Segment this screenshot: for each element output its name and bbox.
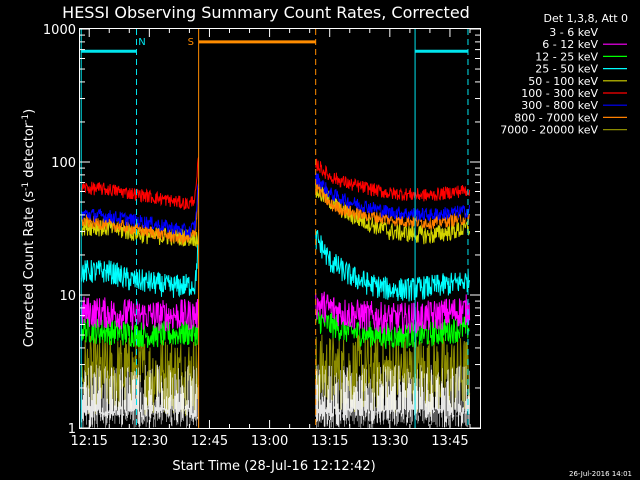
legend-label-6: 100 - 300 keV bbox=[521, 87, 598, 100]
x-tick-label-5: 13:15 bbox=[311, 434, 348, 449]
series-line-1-spikes-2 bbox=[315, 364, 470, 428]
legend-label-1: 3 - 6 keV bbox=[549, 26, 598, 39]
y-tick-label-4: 1000 bbox=[43, 23, 76, 38]
x-axis-label: Start Time (28-Jul-16 12:12:42) bbox=[172, 459, 375, 474]
y-axis-label: Corrected Count Rate (s-1 detector-1) bbox=[21, 109, 37, 347]
y-axis-label-mid: detector bbox=[22, 122, 37, 182]
series-line-3-seg-2 bbox=[315, 309, 470, 350]
series-line-7-seg-1 bbox=[81, 182, 200, 238]
night-label-2: N bbox=[138, 37, 145, 48]
legend-label-7: 300 - 800 keV bbox=[521, 99, 598, 112]
series-line-7-seg-2 bbox=[315, 172, 471, 222]
attenuator-label-1: S bbox=[188, 37, 194, 48]
legend-label-5: 50 - 100 keV bbox=[528, 75, 598, 88]
annotation-layer: SN bbox=[80, 29, 469, 428]
series-line-6-seg-2 bbox=[315, 158, 471, 202]
chart-title: HESSI Observing Summary Count Rates, Cor… bbox=[62, 3, 470, 22]
series-line-2-seg-1 bbox=[80, 296, 199, 332]
x-tick-label-1: 12:15 bbox=[70, 434, 107, 449]
y-axis-label-end: ) bbox=[22, 109, 37, 114]
y-tick-label-3: 100 bbox=[51, 156, 76, 171]
series-line-6-seg-1 bbox=[80, 156, 200, 210]
timestamp: 26-Jul-2016 14:01 bbox=[569, 470, 632, 478]
x-tick-label-2: 12:30 bbox=[131, 434, 168, 449]
legend-label-8: 800 - 7000 keV bbox=[514, 111, 598, 124]
y-axis-label-sup1: -1 bbox=[21, 182, 31, 191]
y-axis-label-main: Corrected Count Rate (s bbox=[22, 191, 37, 348]
y-tick-label-2: 10 bbox=[59, 289, 76, 304]
x-tick-label-6: 13:30 bbox=[371, 434, 408, 449]
series-line-4-seg-1 bbox=[80, 233, 200, 298]
legend-label-2: 6 - 12 keV bbox=[542, 38, 598, 51]
x-tick-label-4: 13:00 bbox=[251, 434, 288, 449]
x-tick-label-7: 13:45 bbox=[431, 434, 468, 449]
x-axis: 12:15 12:30 12:45 13:00 13:15 13:30 13:45 bbox=[70, 29, 471, 449]
series-line-3-seg-1 bbox=[80, 316, 200, 348]
plot-area: SN 12:15 12:30 12:45 13:00 13:15 13:30 13:45 1… bbox=[43, 23, 481, 449]
series-line-8-seg-1 bbox=[80, 188, 200, 245]
series-line-2-seg-2 bbox=[315, 291, 471, 335]
y-tick-label-1: 1 bbox=[68, 422, 76, 437]
series-layer bbox=[80, 156, 471, 429]
series-line-4-seg-2 bbox=[315, 229, 471, 302]
series-line-9-seg-1 bbox=[80, 335, 200, 417]
legend-label-3: 12 - 25 keV bbox=[535, 50, 598, 63]
legend-title: Det 1,3,8, Att 0 bbox=[544, 12, 628, 25]
y-axis-label-sup2: -1 bbox=[21, 114, 31, 123]
legend-label-9: 7000 - 20000 keV bbox=[500, 124, 598, 137]
y-axis: 1 10 100 1000 bbox=[43, 23, 480, 437]
x-tick-label-3: 12:45 bbox=[191, 434, 228, 449]
plot-frame bbox=[79, 28, 481, 429]
legend-label-4: 25 - 50 keV bbox=[535, 63, 598, 76]
